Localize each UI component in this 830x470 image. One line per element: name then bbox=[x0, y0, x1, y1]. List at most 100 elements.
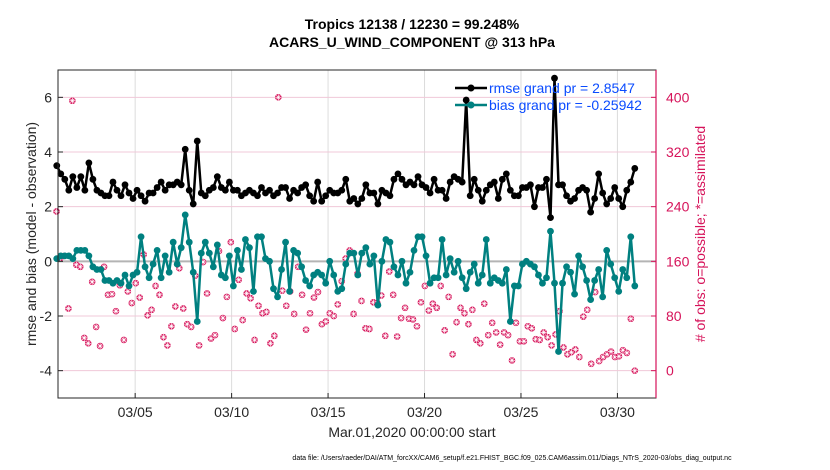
bias-point bbox=[322, 279, 330, 287]
obs-point bbox=[172, 303, 179, 310]
rmse-point bbox=[117, 192, 125, 200]
obs-point bbox=[572, 346, 579, 353]
obs-point bbox=[187, 323, 195, 331]
rmse-point bbox=[234, 186, 241, 194]
obs-marker-star bbox=[386, 268, 393, 275]
obs-point bbox=[179, 305, 187, 312]
rmse-point bbox=[474, 186, 482, 194]
grid-lines bbox=[58, 70, 656, 398]
obs-marker-star bbox=[493, 329, 500, 336]
obs-marker-star bbox=[580, 313, 587, 320]
obs-point bbox=[393, 333, 401, 340]
obs-point bbox=[53, 208, 60, 215]
obs-marker-star bbox=[271, 332, 278, 339]
bias-point bbox=[85, 252, 93, 260]
bias-point bbox=[583, 277, 591, 284]
obs-marker-star bbox=[128, 300, 135, 307]
bias-point bbox=[149, 260, 157, 268]
y-tick-label: 6 bbox=[44, 89, 52, 105]
rmse-point bbox=[438, 186, 446, 194]
rmse-point bbox=[458, 178, 466, 186]
rmse-point bbox=[89, 175, 97, 183]
bias-point bbox=[338, 285, 346, 293]
bias-point bbox=[603, 247, 611, 254]
rmse-point bbox=[603, 200, 611, 208]
obs-point bbox=[164, 342, 171, 349]
obs-marker-star bbox=[520, 338, 527, 345]
rmse-point bbox=[157, 178, 165, 186]
obs-marker-star bbox=[413, 323, 420, 330]
obs-point bbox=[156, 291, 163, 299]
obs-marker-star bbox=[342, 255, 349, 262]
obs-point bbox=[298, 291, 306, 299]
bias-point bbox=[258, 233, 265, 241]
obs-point bbox=[334, 301, 342, 308]
bias-point bbox=[97, 266, 105, 273]
obs-marker-star bbox=[441, 327, 448, 334]
obs-point bbox=[437, 282, 445, 290]
obs-marker-star bbox=[85, 340, 92, 347]
x-axis-label: Mar.01,2020 00:00:00 start bbox=[328, 424, 495, 440]
rmse-point bbox=[539, 184, 546, 191]
rmse-point bbox=[65, 186, 73, 194]
obs-point bbox=[480, 300, 488, 308]
rmse-point bbox=[274, 189, 281, 197]
obs-marker-star bbox=[73, 261, 80, 268]
rmse-point bbox=[358, 195, 366, 202]
bias-point bbox=[514, 282, 522, 290]
rmse-point bbox=[531, 203, 538, 211]
obs-point bbox=[631, 367, 639, 374]
bias-point bbox=[466, 268, 474, 276]
rmse-point bbox=[563, 192, 570, 200]
obs-point bbox=[84, 340, 92, 347]
obs-marker-star bbox=[219, 315, 226, 322]
obs-point bbox=[469, 306, 476, 314]
obs-marker-star bbox=[89, 278, 96, 285]
bias-point bbox=[213, 241, 221, 249]
bias-point bbox=[326, 257, 334, 265]
obs-marker-star bbox=[314, 289, 321, 296]
bias-point bbox=[189, 268, 197, 276]
rmse-point bbox=[213, 173, 221, 181]
obs-point bbox=[231, 325, 239, 333]
obs-marker-star bbox=[184, 321, 191, 328]
obs-point bbox=[290, 310, 298, 318]
obs-point bbox=[389, 291, 397, 299]
obs-marker-star bbox=[223, 293, 230, 300]
obs-point bbox=[587, 360, 595, 368]
rmse-point bbox=[442, 195, 450, 202]
bias-point bbox=[274, 293, 281, 301]
rmse-point bbox=[294, 189, 302, 197]
rmse-point bbox=[470, 175, 478, 183]
rmse-point bbox=[153, 184, 161, 191]
obs-point bbox=[251, 336, 258, 344]
chart-subtitle: ACARS_U_WIND_COMPONENT @ 313 hPa bbox=[269, 34, 555, 50]
obs-point bbox=[306, 309, 314, 317]
obs-marker-star bbox=[307, 310, 314, 317]
obs-point bbox=[576, 353, 583, 361]
obs-marker-star bbox=[247, 295, 254, 302]
obs-point bbox=[381, 332, 389, 340]
obs-point bbox=[152, 282, 159, 290]
rmse-point bbox=[615, 195, 623, 202]
bias-point bbox=[394, 271, 402, 279]
rmse-point bbox=[73, 184, 81, 191]
rmse-point bbox=[607, 195, 615, 202]
obs-point bbox=[275, 94, 282, 101]
y2-axis: 0 80 160 240 320 400 bbox=[651, 89, 690, 379]
obs-marker-star bbox=[204, 290, 211, 297]
obs-marker-star bbox=[176, 265, 183, 272]
y-axis-label: rmse and bias (model - observation) bbox=[23, 122, 39, 346]
rmse-point bbox=[254, 192, 261, 200]
bias-point bbox=[286, 288, 293, 295]
y2-tick-label: 80 bbox=[666, 308, 682, 324]
rmse-point bbox=[623, 186, 631, 194]
legend-bias-label: bias grand pr = -0.25942 bbox=[489, 97, 642, 113]
obs-marker-star bbox=[378, 292, 385, 299]
y2-tick-label: 400 bbox=[666, 89, 690, 105]
bias-point bbox=[366, 260, 374, 268]
bias-point bbox=[318, 271, 326, 279]
rmse-point bbox=[133, 186, 141, 194]
obs-marker-star bbox=[560, 344, 567, 351]
rmse-point bbox=[502, 170, 510, 178]
